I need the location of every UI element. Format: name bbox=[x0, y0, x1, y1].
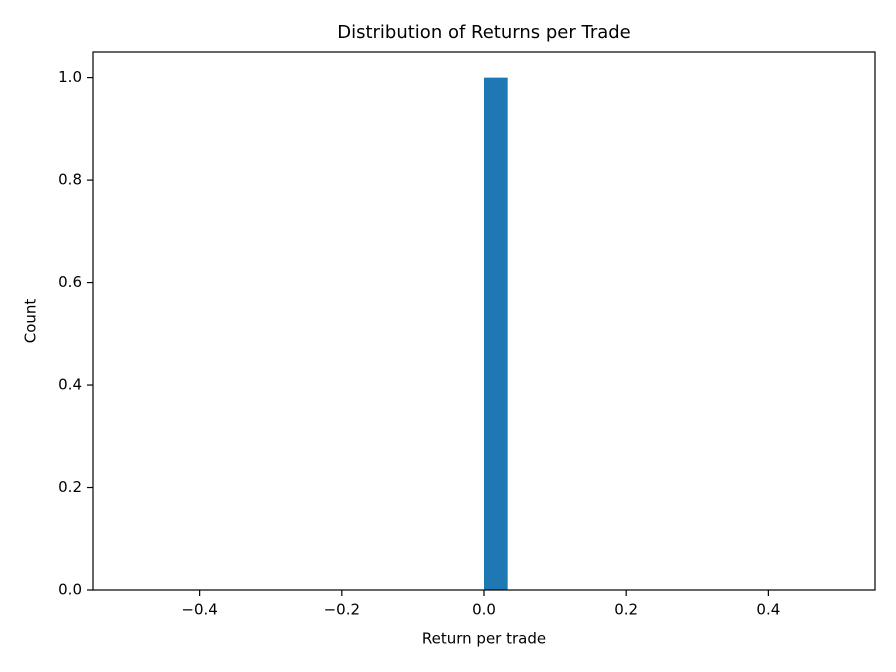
y-tick-label: 0.4 bbox=[58, 376, 82, 394]
y-tick-label: 0.2 bbox=[58, 478, 82, 496]
y-axis-label: Count bbox=[22, 299, 40, 344]
x-tick-label: −0.4 bbox=[181, 601, 217, 619]
x-tick-label: 0.2 bbox=[614, 601, 638, 619]
y-tick-label: 0.8 bbox=[58, 171, 82, 189]
x-tick-label: 0.4 bbox=[756, 601, 780, 619]
chart-title: Distribution of Returns per Trade bbox=[337, 22, 631, 43]
y-tick-label: 1.0 bbox=[58, 68, 82, 86]
bar bbox=[484, 77, 508, 591]
x-tick-label: −0.2 bbox=[324, 601, 360, 619]
y-tick-label: 0.0 bbox=[58, 581, 82, 599]
x-axis-label: Return per trade bbox=[422, 630, 546, 648]
x-tick-label: 0.0 bbox=[472, 601, 496, 619]
y-tick-label: 0.6 bbox=[58, 273, 82, 291]
